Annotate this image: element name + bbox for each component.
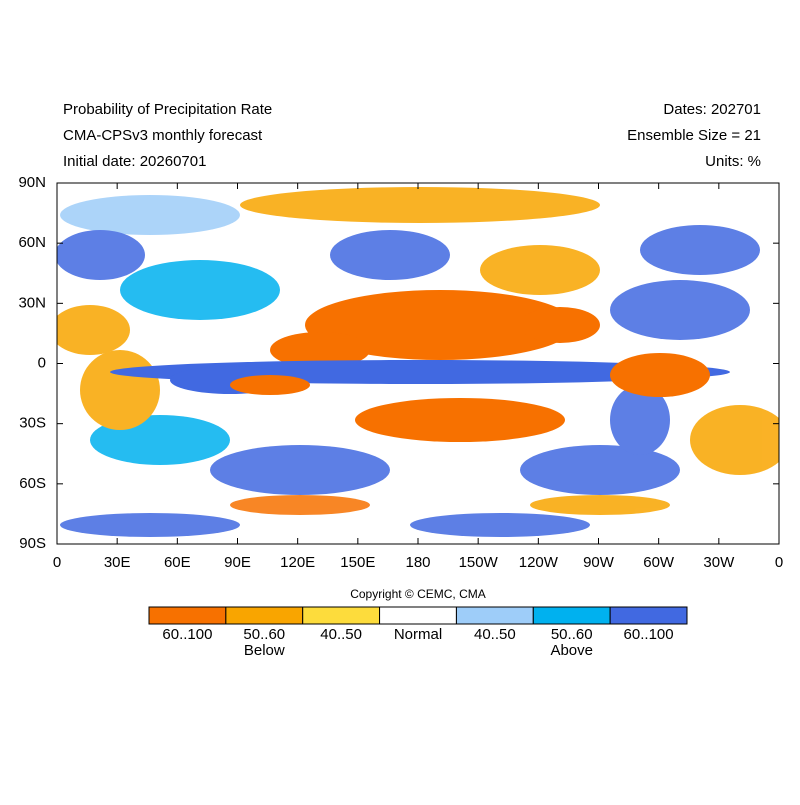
legend-label: 50..60 xyxy=(243,626,285,643)
legend-label: 40..50 xyxy=(474,626,516,643)
legend-swatch xyxy=(148,606,227,625)
legend-swatch xyxy=(532,606,611,625)
title-right: Ensemble Size = 21 xyxy=(627,127,761,144)
legend-label: 50..60 xyxy=(551,626,593,643)
lon-label: 0 xyxy=(775,554,783,571)
legend-swatch xyxy=(225,606,304,625)
copyright: Copyright © CEMC, CMA xyxy=(350,587,486,601)
title-right: Units: % xyxy=(705,153,761,170)
legend-label: 60..100 xyxy=(162,626,212,643)
lon-label: 90W xyxy=(583,554,615,571)
legend-swatch xyxy=(609,606,688,625)
legend-above: Above xyxy=(550,642,593,659)
legend: 60..100 50..60 40..50 Normal 40..50 50..60 60.… xyxy=(148,606,688,659)
title-left: Initial date: 20260701 xyxy=(63,153,206,170)
axes: 90N 60N 30N 0 30S 60S 90S 0 30E 60E 90E 120E 150E 180… xyxy=(18,174,783,571)
legend-below: Below xyxy=(244,642,285,659)
lat-label: 90N xyxy=(18,174,46,191)
lon-label: 150E xyxy=(340,554,375,571)
lat-label: 0 xyxy=(38,354,46,371)
lon-label: 0 xyxy=(53,554,61,571)
lat-label: 60S xyxy=(19,475,46,492)
lat-label: 90S xyxy=(19,535,46,552)
legend-label: Normal xyxy=(394,626,442,643)
lon-label: 180 xyxy=(405,554,430,571)
lat-label: 30S xyxy=(19,415,46,432)
lon-label: 60E xyxy=(164,554,191,571)
lon-label: 90E xyxy=(224,554,251,571)
legend-swatch xyxy=(379,606,457,625)
title-right: Dates: 202701 xyxy=(663,101,761,118)
legend-label: 40..50 xyxy=(320,626,362,643)
lat-label: 60N xyxy=(18,234,46,251)
lat-label: 30N xyxy=(18,294,46,311)
lon-label: 120W xyxy=(519,554,559,571)
title-left: Probability of Precipitation Rate xyxy=(63,101,272,118)
legend-swatch xyxy=(455,606,534,625)
legend-swatch xyxy=(302,606,381,625)
lon-label: 30E xyxy=(104,554,131,571)
lon-label: 60W xyxy=(643,554,675,571)
map-field xyxy=(57,183,779,544)
lon-label: 150W xyxy=(459,554,499,571)
lon-label: 30W xyxy=(703,554,735,571)
title-left: CMA-CPSv3 monthly forecast xyxy=(63,127,263,144)
lon-label: 120E xyxy=(280,554,315,571)
legend-label: 60..100 xyxy=(624,626,674,643)
